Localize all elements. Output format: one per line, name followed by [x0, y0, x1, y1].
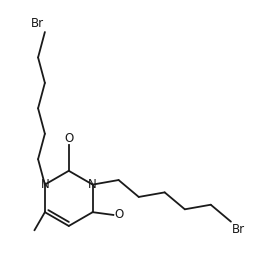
- Text: N: N: [88, 178, 97, 191]
- Text: O: O: [64, 132, 73, 146]
- Text: Br: Br: [30, 17, 44, 30]
- Text: N: N: [41, 178, 49, 191]
- Text: Br: Br: [232, 223, 245, 236]
- Text: O: O: [115, 208, 124, 221]
